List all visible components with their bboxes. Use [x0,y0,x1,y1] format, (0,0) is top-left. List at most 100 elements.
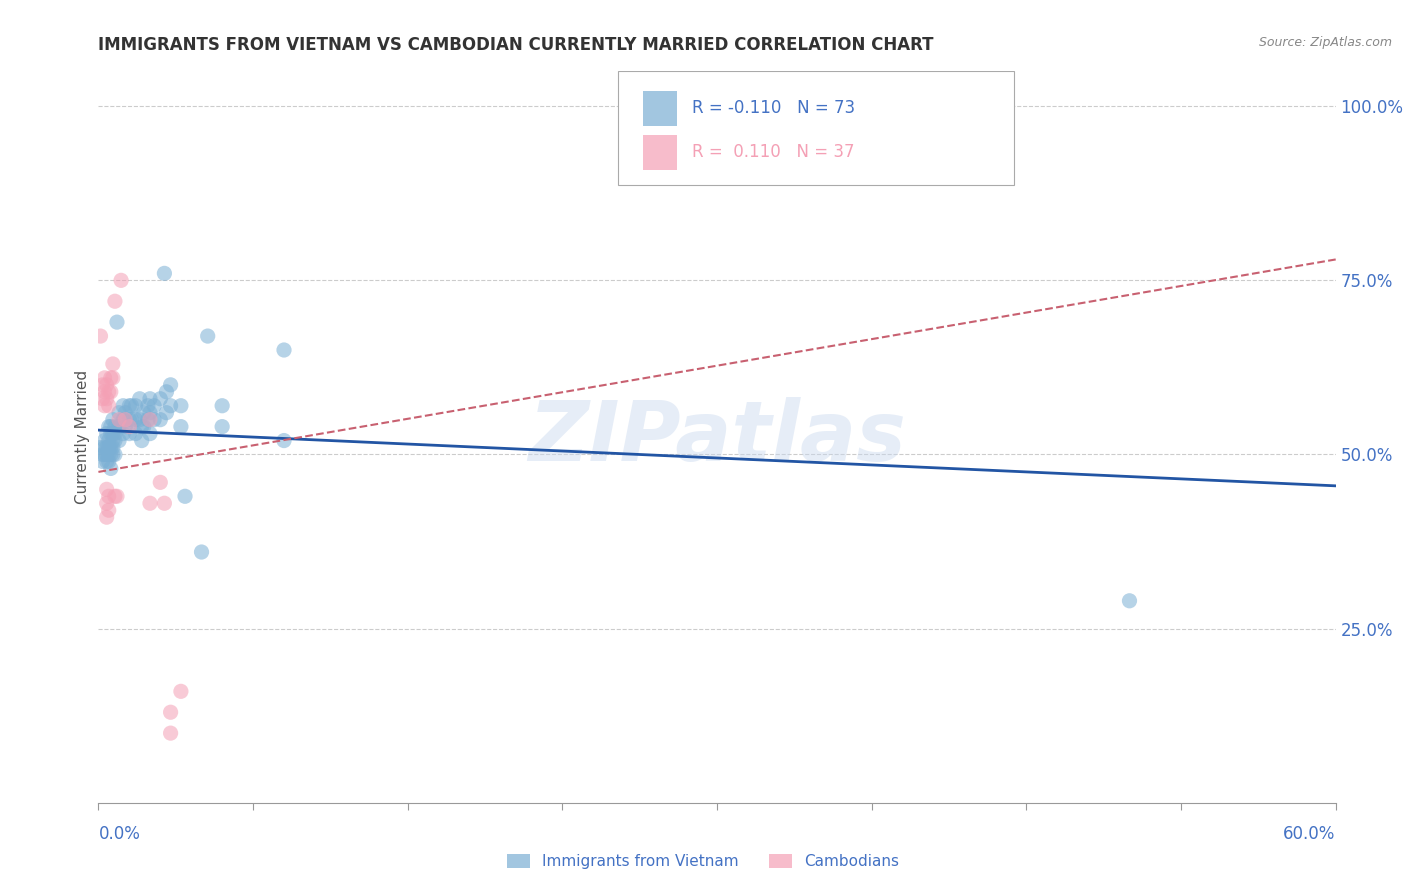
Point [114,412,136,426]
Point [155,384,177,399]
Point [108,434,131,448]
Text: R = -0.110   N = 73: R = -0.110 N = 73 [692,99,855,117]
Point [124,399,146,413]
Point [139,426,162,441]
Point [96,496,118,510]
Y-axis label: Currently Married: Currently Married [75,370,90,504]
Point [97,441,120,455]
Point [1118,594,1140,608]
Point [170,419,193,434]
Point [118,426,141,441]
Text: Source: ZipAtlas.com: Source: ZipAtlas.com [1258,36,1392,49]
Bar [643,91,678,126]
Point [97,454,120,468]
Point [91,454,114,468]
Point [120,399,142,413]
Point [118,419,141,434]
Point [197,329,219,343]
Point [149,412,172,426]
Point [159,399,181,413]
Text: IMMIGRANTS FROM VIETNAM VS CAMBODIAN CURRENTLY MARRIED CORRELATION CHART: IMMIGRANTS FROM VIETNAM VS CAMBODIAN CUR… [98,36,934,54]
Point [105,315,128,329]
Point [128,392,150,406]
Point [97,448,120,462]
Point [100,461,122,475]
Point [131,434,153,448]
Point [112,412,135,426]
Point [97,384,120,399]
Point [104,434,127,448]
Point [91,392,114,406]
Point [170,684,193,698]
Point [93,434,115,448]
Point [139,392,162,406]
Point [149,475,172,490]
Text: ZIPatlas: ZIPatlas [529,397,905,477]
Point [96,448,118,462]
Point [93,399,115,413]
Point [96,441,118,455]
Point [114,406,136,420]
Text: 60.0%: 60.0% [1284,825,1336,843]
Point [108,412,131,426]
Point [100,384,122,399]
Point [91,448,114,462]
Point [124,412,146,426]
Point [104,426,127,441]
Point [101,371,124,385]
Point [153,496,176,510]
Point [159,377,181,392]
Point [93,371,115,385]
Point [136,412,159,426]
Point [100,371,122,385]
Point [100,441,122,455]
Point [97,434,120,448]
Point [97,419,120,434]
Point [118,399,141,413]
Point [108,406,131,420]
Point [89,329,111,343]
Point [170,399,193,413]
Point [110,273,132,287]
Point [100,448,122,462]
Point [159,705,181,719]
Point [97,489,120,503]
Point [108,419,131,434]
Point [101,426,124,441]
Point [97,399,120,413]
Point [128,412,150,426]
Point [132,419,155,434]
Point [273,434,295,448]
Point [104,489,127,503]
Point [105,489,128,503]
Point [104,419,127,434]
Legend: Immigrants from Vietnam, Cambodians: Immigrants from Vietnam, Cambodians [501,848,905,875]
Point [101,434,124,448]
Text: R =  0.110   N = 37: R = 0.110 N = 37 [692,143,855,161]
Point [114,419,136,434]
Point [153,266,176,280]
Point [91,377,114,392]
Point [96,392,118,406]
Point [190,545,212,559]
Point [93,384,115,399]
Point [97,503,120,517]
Point [96,454,118,468]
Point [211,419,233,434]
Point [149,392,172,406]
Point [96,426,118,441]
Point [96,510,118,524]
FancyBboxPatch shape [619,71,1014,185]
Point [159,726,181,740]
Point [101,448,124,462]
Point [112,426,135,441]
Point [93,441,115,455]
Point [131,419,153,434]
Point [139,496,162,510]
Point [143,399,166,413]
Point [101,412,124,426]
Point [273,343,295,357]
Point [100,419,122,434]
Point [101,357,124,371]
Point [101,441,124,455]
